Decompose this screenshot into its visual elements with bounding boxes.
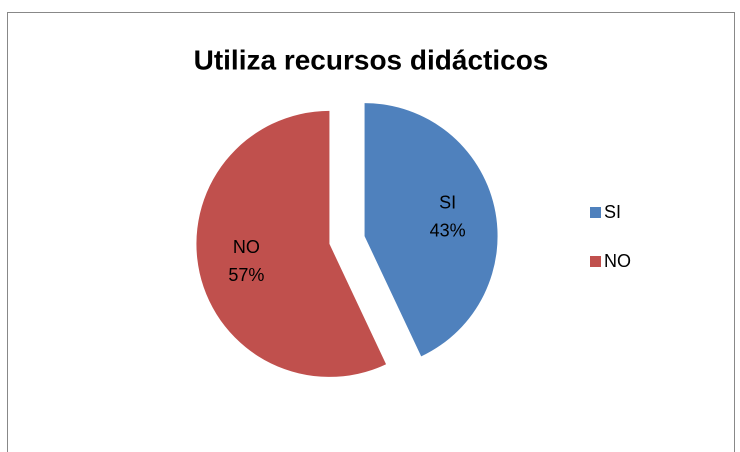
chart-title: Utiliza recursos didácticos	[194, 44, 549, 75]
legend-label: NO	[604, 251, 631, 271]
pie-slice	[364, 103, 498, 357]
slice-value-label: 57%	[228, 265, 264, 285]
pie-slice	[196, 110, 387, 377]
slice-category-label: NO	[233, 237, 260, 257]
legend-swatch	[590, 256, 601, 267]
legend-label: SI	[604, 202, 621, 222]
legend-swatch	[590, 207, 601, 218]
slice-category-label: SI	[439, 192, 456, 212]
slice-value-label: 43%	[430, 220, 466, 240]
